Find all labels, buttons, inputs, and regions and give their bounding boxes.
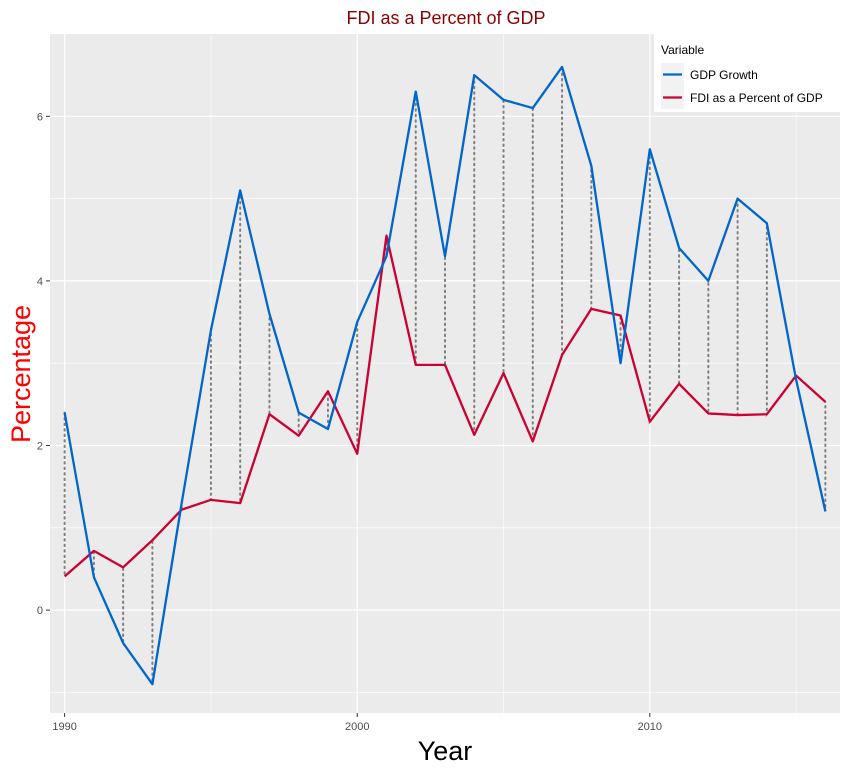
y-tick-label: 2 — [37, 441, 43, 453]
y-axis-ticks: 0 2 4 6 — [37, 111, 50, 617]
legend-title: Variable — [661, 43, 704, 57]
y-axis-title: Percentage — [6, 305, 36, 443]
legend-label-fdi: FDI as a Percent of GDP — [690, 91, 823, 105]
x-tick-label: 2000 — [345, 721, 369, 733]
y-tick-label: 4 — [37, 276, 43, 288]
y-tick-label: 0 — [37, 605, 43, 617]
series-lines — [63, 65, 827, 686]
legend: Variable GDP Growth FDI as a Percent of … — [654, 34, 840, 112]
legend-background — [654, 34, 840, 112]
series-line-gdp-growth — [63, 65, 827, 686]
chart-title: FDI as a Percent of GDP — [346, 8, 545, 28]
x-axis-ticks: 1990 2000 2010 — [52, 713, 662, 733]
y-tick-label: 6 — [37, 111, 43, 123]
x-tick-label: 1990 — [52, 721, 76, 733]
legend-label-gdp-growth: GDP Growth — [690, 68, 758, 82]
series-line-fdi — [63, 234, 827, 578]
plot-panel — [50, 34, 840, 713]
x-axis-title: Year — [418, 736, 473, 766]
x-tick-label: 2010 — [638, 721, 662, 733]
